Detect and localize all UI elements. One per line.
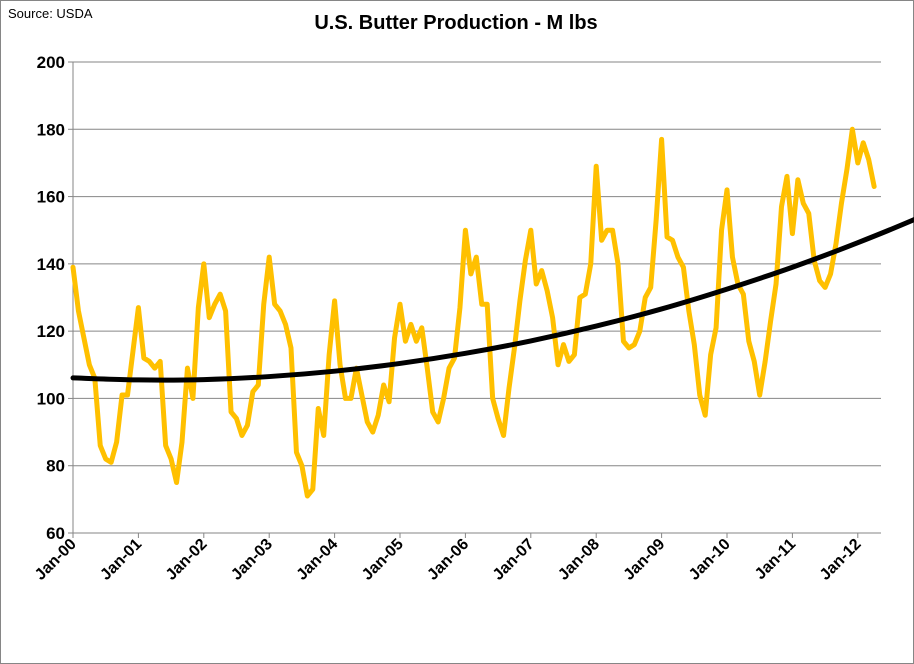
series-line-production (70, 126, 877, 499)
source-label: Source: USDA (8, 6, 93, 21)
x-tick-label: Jan-01 (97, 536, 145, 584)
y-tick-label: 120 (37, 322, 65, 341)
y-tick-label: 60 (46, 524, 65, 543)
axes (72, 62, 881, 534)
x-tick-label: Jan-06 (424, 536, 472, 584)
y-axis-ticks: 60 80 100 120 140 160 180 200 (37, 53, 73, 543)
series-group (70, 126, 914, 499)
y-tick-label: 100 (37, 389, 65, 408)
x-tick-label: Jan-11 (752, 536, 799, 583)
y-tick-label: 180 (37, 120, 65, 139)
y-tick-label: 160 (37, 188, 65, 207)
x-tick-label: Jan-05 (359, 536, 407, 584)
x-tick-label: Jan-03 (228, 536, 276, 584)
y-tick-label: 140 (37, 255, 65, 274)
y-tick-label: 80 (46, 457, 65, 476)
x-tick-label: Jan-12 (817, 536, 865, 584)
x-tick-label: Jan-09 (621, 536, 669, 584)
y-tick-label: 200 (37, 53, 65, 72)
x-tick-label: Jan-04 (294, 536, 342, 584)
series-line-trend (70, 216, 914, 383)
x-tick-label: Jan-02 (163, 536, 211, 584)
x-tick-label: Jan-08 (555, 536, 603, 584)
x-axis-ticks: Jan-00 Jan-01 Jan-02 Jan-03 Jan-04 Jan-05 Jan-… (32, 533, 865, 584)
x-tick-label: Jan-07 (490, 536, 538, 584)
x-tick-label: Jan-10 (686, 536, 734, 584)
chart-title: U.S. Butter Production - M lbs (314, 12, 598, 34)
